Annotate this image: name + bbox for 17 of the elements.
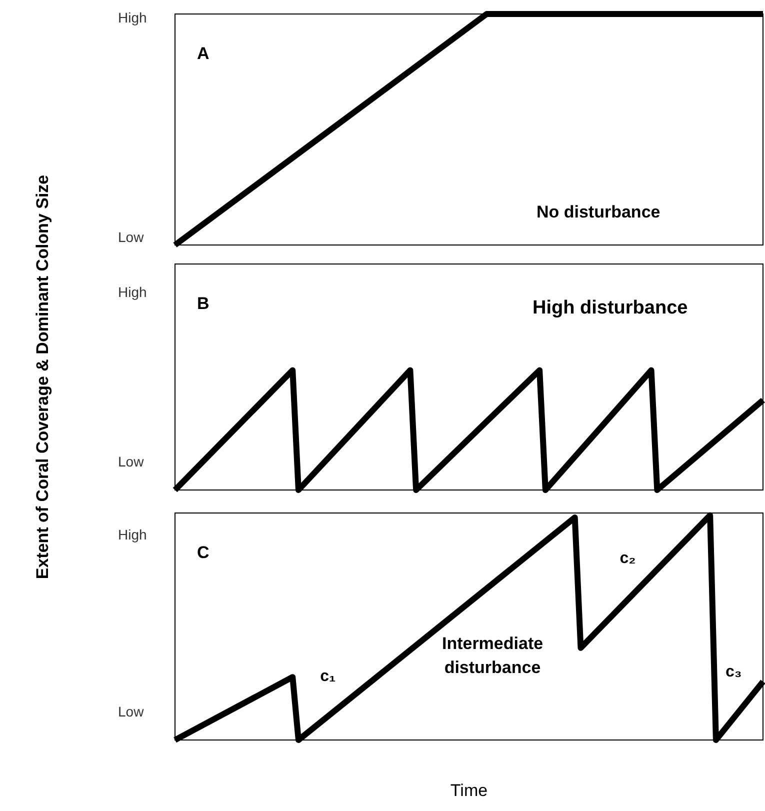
text: C [197, 543, 210, 562]
annotation: c₁ [320, 668, 336, 685]
annotation: Intermediate disturbance [442, 634, 544, 678]
text: High disturbance [532, 298, 688, 319]
annotation: c₂ [620, 550, 636, 567]
chart-title: B [197, 294, 210, 313]
annotation: No disturbance [536, 202, 660, 222]
text: Low [118, 228, 145, 245]
y-axis-title: Extent of Coral Coverage & Dominant Colony Size [33, 174, 52, 580]
text: High [118, 9, 147, 26]
text: A [197, 44, 210, 63]
text: Low [118, 703, 145, 720]
annotation: c₃ [725, 663, 742, 680]
text: High [118, 284, 147, 300]
text: High [118, 526, 147, 542]
text: Low [118, 454, 145, 470]
x-axis-title: Time [450, 781, 488, 800]
